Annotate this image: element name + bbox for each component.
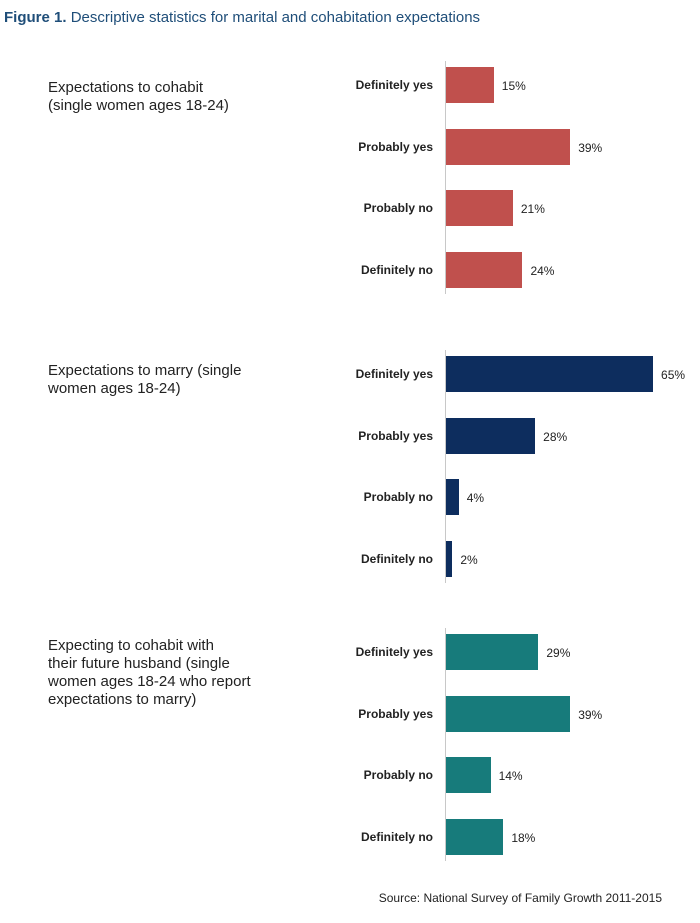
category-label: Definitely yes (355, 367, 433, 381)
chart-title-3: Expecting to cohabit with their future h… (48, 637, 251, 708)
value-label: 29% (546, 646, 571, 660)
chart-title-1: Expectations to cohabit (single women ag… (48, 79, 229, 114)
axis-line-2 (445, 350, 446, 583)
axis-line-3 (445, 628, 446, 861)
value-label: 4% (466, 491, 485, 505)
value-label: 21% (520, 202, 545, 216)
bar (446, 479, 459, 515)
category-label: Definitely no (360, 551, 433, 566)
value-label: 2% (460, 552, 478, 567)
category-label: Definitely no (360, 829, 433, 844)
bar (446, 190, 513, 226)
value-label: 65% (661, 368, 686, 382)
chart-title-2: Expectations to marry (single women ages… (48, 362, 242, 397)
axis-line-1 (445, 61, 446, 294)
value-label: 15% (501, 79, 526, 93)
value-label: 39% (578, 707, 603, 722)
category-label: Definitely no (360, 262, 433, 277)
value-label: 28% (543, 429, 568, 444)
value-label: 14% (498, 769, 523, 783)
source-note: Source: National Survey of Family Growth… (378, 891, 662, 905)
bar (446, 757, 491, 793)
category-label: Probably yes (358, 706, 433, 721)
figure-title: Figure 1. Descriptive statistics for mar… (4, 9, 480, 26)
bar (446, 417, 536, 454)
category-label: Probably no (363, 768, 433, 782)
bar (446, 128, 571, 165)
value-label: 24% (530, 263, 555, 278)
bar (446, 695, 571, 732)
bar (446, 818, 504, 855)
category-label: Probably no (363, 201, 433, 215)
category-label: Probably yes (358, 428, 433, 443)
figure-title-text: Descriptive statistics for marital and c… (70, 9, 481, 26)
category-label: Probably yes (358, 139, 433, 154)
value-label: 18% (511, 830, 536, 845)
category-label: Definitely yes (355, 78, 433, 92)
bar (446, 67, 494, 103)
value-label: 39% (578, 140, 603, 155)
bar (446, 356, 654, 392)
category-label: Definitely yes (355, 645, 433, 659)
category-label: Probably no (363, 490, 433, 504)
figure-label: Figure 1. (4, 9, 67, 26)
bar (446, 540, 453, 577)
bar (446, 634, 539, 670)
bar (446, 251, 523, 288)
